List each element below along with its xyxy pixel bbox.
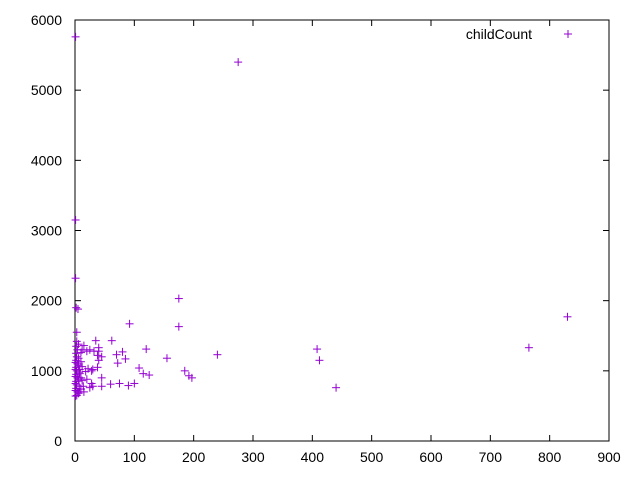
data-point bbox=[89, 347, 98, 356]
data-point bbox=[73, 345, 82, 354]
y-tick-label: 1000 bbox=[31, 363, 62, 379]
y-tick-label: 4000 bbox=[31, 152, 62, 168]
y-tick-label: 3000 bbox=[31, 223, 62, 239]
data-point bbox=[93, 363, 102, 372]
data-point bbox=[145, 371, 154, 380]
data-point bbox=[71, 215, 80, 224]
data-point bbox=[135, 364, 144, 373]
data-point bbox=[97, 382, 106, 391]
x-tick-label: 400 bbox=[301, 449, 325, 465]
data-point bbox=[162, 354, 171, 363]
data-point bbox=[72, 328, 81, 337]
data-point bbox=[91, 336, 100, 345]
data-point bbox=[71, 358, 80, 367]
data-point bbox=[79, 341, 88, 350]
x-tick-label: 700 bbox=[479, 449, 503, 465]
legend-label: childCount bbox=[466, 26, 532, 42]
x-tick-label: 100 bbox=[123, 449, 147, 465]
x-tick-label: 200 bbox=[182, 449, 206, 465]
data-point bbox=[73, 387, 82, 396]
data-point bbox=[142, 345, 151, 354]
x-tick-label: 600 bbox=[419, 449, 443, 465]
data-point bbox=[174, 294, 183, 303]
data-point bbox=[121, 354, 130, 363]
data-point bbox=[187, 373, 196, 382]
data-point bbox=[563, 312, 572, 321]
data-point bbox=[315, 356, 324, 365]
data-point bbox=[118, 347, 127, 356]
data-point bbox=[71, 32, 80, 41]
data-point bbox=[313, 345, 322, 354]
data-point bbox=[180, 366, 189, 375]
data-point bbox=[94, 356, 103, 365]
data-point bbox=[125, 319, 134, 328]
data-point bbox=[74, 340, 83, 349]
data-point bbox=[85, 383, 94, 392]
data-point bbox=[73, 373, 82, 382]
data-point bbox=[82, 375, 91, 384]
y-tick-label: 5000 bbox=[31, 82, 62, 98]
x-axis: 0 100 200 300 400 500 600 700 800 900 bbox=[71, 20, 621, 465]
x-tick-label: 500 bbox=[360, 449, 384, 465]
data-point bbox=[234, 58, 243, 67]
data-point bbox=[72, 303, 81, 312]
data-point bbox=[106, 380, 115, 389]
data-point bbox=[71, 274, 80, 283]
data-point bbox=[130, 379, 139, 388]
data-point bbox=[81, 367, 90, 376]
data-point bbox=[72, 349, 81, 358]
y-tick-label: 0 bbox=[54, 433, 62, 449]
data-point bbox=[71, 372, 80, 381]
data-point bbox=[124, 381, 133, 390]
data-point bbox=[113, 359, 122, 368]
data-point bbox=[72, 352, 81, 361]
y-tick-label: 2000 bbox=[31, 293, 62, 309]
legend-marker bbox=[564, 30, 572, 38]
data-point bbox=[72, 391, 81, 400]
data-point bbox=[82, 347, 91, 356]
data-point bbox=[71, 365, 80, 374]
data-point bbox=[71, 392, 80, 401]
data-point bbox=[112, 350, 121, 359]
data-points bbox=[71, 32, 572, 401]
data-point bbox=[97, 373, 106, 382]
data-point bbox=[174, 322, 183, 331]
data-point bbox=[71, 379, 80, 388]
x-tick-label: 800 bbox=[538, 449, 562, 465]
x-tick-label: 300 bbox=[241, 449, 265, 465]
data-point bbox=[73, 359, 82, 368]
data-point bbox=[115, 379, 124, 388]
data-point bbox=[139, 369, 148, 378]
legend: childCount bbox=[466, 26, 572, 42]
data-point bbox=[213, 350, 222, 359]
data-point bbox=[107, 336, 116, 345]
data-point bbox=[524, 343, 533, 352]
data-point bbox=[87, 366, 96, 375]
data-point bbox=[93, 351, 102, 360]
x-tick-label: 900 bbox=[597, 449, 621, 465]
data-point bbox=[88, 365, 97, 374]
x-tick-label: 0 bbox=[71, 449, 79, 465]
y-tick-label: 6000 bbox=[31, 12, 62, 28]
data-point bbox=[74, 354, 83, 363]
data-point bbox=[332, 383, 341, 392]
data-point bbox=[73, 305, 82, 314]
plot-frame bbox=[74, 19, 610, 442]
data-point bbox=[78, 376, 87, 385]
